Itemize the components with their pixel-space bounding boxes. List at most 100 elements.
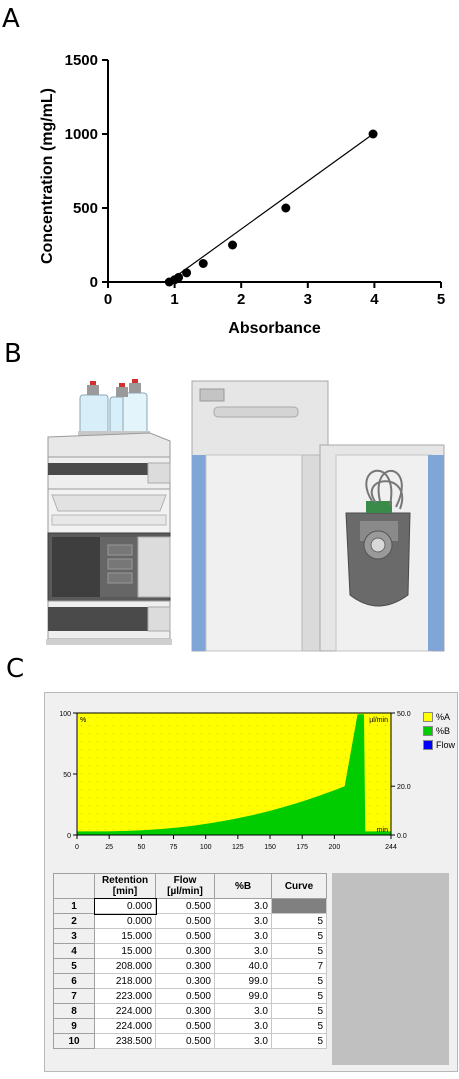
table-cell[interactable]: 15.000 — [94, 928, 156, 944]
grid-dot — [97, 821, 98, 822]
grid-dot — [129, 741, 130, 742]
grid-dot — [137, 829, 138, 830]
table-cell[interactable]: 5 — [271, 913, 327, 929]
grid-dot — [121, 813, 122, 814]
grid-dot — [249, 821, 250, 822]
grid-dot — [329, 781, 330, 782]
table-cell[interactable]: 0.500 — [155, 898, 215, 914]
grid-dot — [225, 781, 226, 782]
table-cell[interactable]: 208.000 — [94, 958, 156, 974]
table-cell[interactable]: 3.0 — [214, 1018, 272, 1034]
table-cell[interactable]: 5 — [271, 1018, 327, 1034]
table-cell[interactable]: 5 — [271, 1003, 327, 1019]
table-header-flow[interactable]: Flow [µl/min] — [155, 873, 215, 899]
table-cell[interactable]: 238.500 — [94, 1033, 156, 1049]
table-cell[interactable]: 0.000 — [93, 897, 157, 915]
table-cell[interactable]: 99.0 — [214, 973, 272, 989]
grid-dot — [385, 829, 386, 830]
grid-dot — [241, 741, 242, 742]
grid-dot — [81, 773, 82, 774]
grid-dot — [105, 829, 106, 830]
table-row[interactable]: 1 0.000 0.500 3.0 — [53, 897, 327, 915]
table-cell[interactable]: 5 — [271, 943, 327, 959]
grid-dot — [81, 805, 82, 806]
table-cell[interactable]: 40.0 — [214, 958, 272, 974]
table-cell[interactable]: 99.0 — [214, 988, 272, 1004]
grid-dot — [169, 805, 170, 806]
table-cell[interactable]: 0.300 — [155, 973, 215, 989]
grid-dot — [289, 749, 290, 750]
table-row[interactable]: 7 223.000 0.500 99.0 5 — [53, 988, 327, 1004]
table-row[interactable]: 2 0.000 0.500 3.0 5 — [53, 913, 327, 929]
grid-dot — [289, 773, 290, 774]
table-cell[interactable]: 3.0 — [214, 898, 272, 914]
table-row[interactable]: 10 238.500 0.500 3.0 5 — [53, 1033, 327, 1049]
grid-dot — [137, 717, 138, 718]
grid-dot — [121, 829, 122, 830]
table-row[interactable]: 8 224.000 0.300 3.0 5 — [53, 1003, 327, 1019]
table-row[interactable]: 3 15.000 0.500 3.0 5 — [53, 928, 327, 944]
table-cell[interactable]: 3.0 — [214, 913, 272, 929]
row-number-cell: 6 — [53, 973, 95, 989]
table-cell[interactable]: 3.0 — [214, 1003, 272, 1019]
grid-dot — [217, 717, 218, 718]
table-cell[interactable] — [271, 898, 327, 914]
table-cell[interactable]: 0.000 — [94, 913, 156, 929]
table-cell[interactable]: 5 — [271, 1033, 327, 1049]
table-cell[interactable]: 224.000 — [94, 1018, 156, 1034]
grid-dot — [233, 733, 234, 734]
table-cell[interactable]: 5 — [271, 988, 327, 1004]
grid-dot — [257, 725, 258, 726]
grid-dot — [129, 773, 130, 774]
table-cell[interactable]: 0.300 — [155, 1003, 215, 1019]
table-cell[interactable]: 0.500 — [155, 928, 215, 944]
table-header-curve[interactable]: Curve — [271, 873, 327, 899]
table-cell[interactable]: 218.000 — [94, 973, 156, 989]
grid-dot — [233, 741, 234, 742]
table-cell[interactable]: 0.500 — [155, 1033, 215, 1049]
calibration-scatter-plot: 0 1 2 3 4 5 0 500 1000 1500 Absorbance Concentratio… — [39, 52, 445, 337]
grid-dot — [289, 757, 290, 758]
table-row[interactable]: 4 15.000 0.300 3.0 5 — [53, 943, 327, 959]
grid-dot — [377, 789, 378, 790]
grid-dot — [161, 773, 162, 774]
grid-dot — [113, 813, 114, 814]
table-cell[interactable]: 5 — [271, 928, 327, 944]
table-cell[interactable]: 3.0 — [214, 1033, 272, 1049]
grid-dot — [153, 765, 154, 766]
grid-dot — [353, 733, 354, 734]
grid-dot — [257, 741, 258, 742]
table-cell[interactable]: 0.500 — [155, 1018, 215, 1034]
table-cell[interactable]: 0.300 — [155, 943, 215, 959]
table-cell[interactable]: 224.000 — [94, 1003, 156, 1019]
table-row[interactable]: 5 208.000 0.300 40.0 7 — [53, 958, 327, 974]
table-header-percent-b[interactable]: %B — [214, 873, 272, 899]
table-cell[interactable]: 0.500 — [155, 913, 215, 929]
grid-dot — [385, 765, 386, 766]
grid-dot — [233, 805, 234, 806]
table-cell[interactable]: 0.500 — [155, 988, 215, 1004]
table-cell[interactable]: 223.000 — [94, 988, 156, 1004]
grid-dot — [345, 725, 346, 726]
grid-dot — [193, 821, 194, 822]
grid-dot — [209, 757, 210, 758]
grid-dot — [281, 741, 282, 742]
table-cell[interactable]: 7 — [271, 958, 327, 974]
grid-dot — [377, 765, 378, 766]
table-row[interactable]: 6 218.000 0.300 99.0 5 — [53, 973, 327, 989]
table-cell[interactable]: 0.300 — [155, 958, 215, 974]
grid-dot — [153, 813, 154, 814]
table-cell[interactable]: 3.0 — [214, 943, 272, 959]
grid-dot — [353, 725, 354, 726]
grid-dot — [361, 765, 362, 766]
grid-dot — [105, 781, 106, 782]
gradient-table: Retention [min] Flow [µl/min] %B Curve 1 0.… — [53, 873, 327, 1049]
grid-dot — [377, 821, 378, 822]
grid-dot — [89, 829, 90, 830]
table-cell[interactable]: 5 — [271, 973, 327, 989]
table-row[interactable]: 9 224.000 0.500 3.0 5 — [53, 1018, 327, 1034]
table-header-retention[interactable]: Retention [min] — [94, 873, 156, 899]
table-cell[interactable]: 3.0 — [214, 928, 272, 944]
table-cell[interactable]: 15.000 — [94, 943, 156, 959]
grid-dot — [369, 717, 370, 718]
